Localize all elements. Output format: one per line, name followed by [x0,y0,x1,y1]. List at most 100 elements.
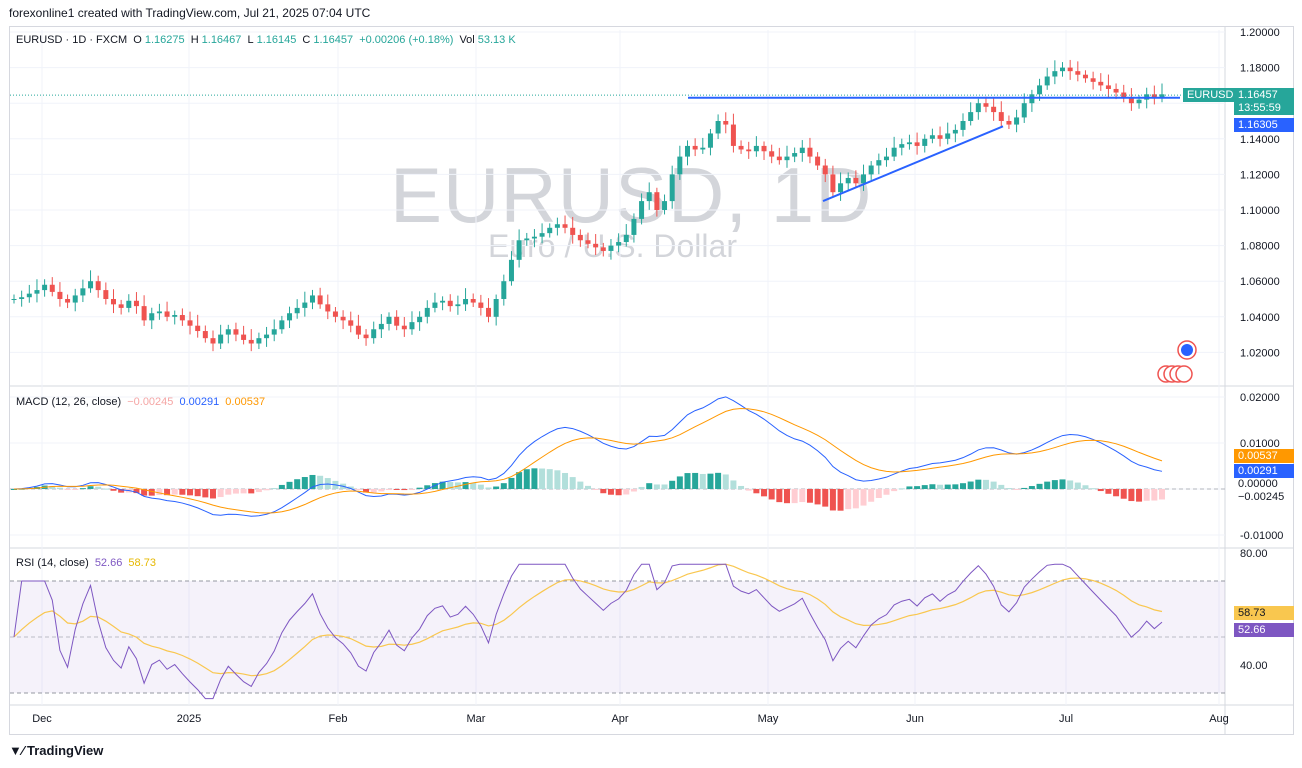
macd-histogram-bar [600,489,607,494]
candle-body [769,151,775,157]
macd-histogram-bar [294,479,301,489]
macd-zero-tag: 0.00000 [1238,478,1278,490]
candle-body [210,338,216,344]
rsi-line [13,563,1163,700]
candle-body [524,238,530,241]
candle-body [975,103,981,113]
candle-body [861,174,867,184]
time-tick-label: Aug [1209,713,1229,725]
macd-signal-value: 0.00537 [225,396,266,408]
macd-histogram-bar [776,489,783,503]
candle-body [256,338,262,344]
macd-histogram-bar [1059,479,1066,489]
candle-body [302,302,308,308]
macd-histogram-bar [615,489,622,496]
candle-body [1082,74,1088,79]
macd-histogram-bar [477,484,484,489]
candle-body [65,299,71,303]
price-tick-label: 1.04000 [1240,312,1280,324]
macd-histogram-bar [661,484,668,489]
macd-histogram-bar [72,489,79,490]
macd-histogram-bar [806,489,813,503]
candle-body [57,291,63,299]
candle-body [593,243,599,248]
candle-body [317,295,323,305]
macd-histogram-bar [960,483,967,489]
candle-body [118,304,124,308]
candle-body [233,329,239,335]
legend-low-label: L [247,34,254,46]
candle-body [1090,78,1096,82]
candle-body [34,290,40,294]
macd-histogram-bar [1082,485,1089,489]
candle-body [684,145,690,157]
candle-body [95,281,101,291]
candle-body [26,293,32,298]
candle-body [447,300,453,307]
macd-histogram-bar [447,482,454,489]
macd-line-tag: 0.00291 [1234,464,1294,478]
macd-histogram-bar [148,489,155,496]
macd-histogram-bar [883,489,890,495]
macd-histogram-bar [424,485,431,489]
macd-histogram-bar [118,489,125,493]
chart-frame[interactable] [9,26,1294,735]
candle-body [248,339,254,344]
candle-body [508,259,514,282]
candle-body [19,297,25,299]
macd-histogram-bar [171,489,178,495]
macd-histogram-bar [1120,489,1127,499]
candle-body [11,299,17,300]
macd-histogram-bar [906,486,913,489]
candle-body [853,177,859,184]
macd-histogram-bar [998,484,1005,489]
macd-histogram-bar [386,489,393,490]
candle-body [807,147,813,157]
candle-body [646,192,652,202]
candle-body [49,284,55,292]
macd-histogram-bar [539,468,546,489]
candle-body [440,300,446,303]
macd-histogram-bar [179,489,186,495]
candle-body [287,313,293,321]
macd-histogram-bar [653,484,660,489]
macd-histogram-bar [577,481,584,489]
macd-histogram-bar [49,486,56,489]
candle-body [876,160,882,166]
candle-body [707,133,713,148]
macd-histogram-bar [638,486,645,489]
candle-body [264,334,270,339]
time-tick-label: May [758,713,779,725]
candle-body [156,311,162,314]
macd-histogram-bar [875,489,882,498]
candle-body [470,299,476,303]
macd-histogram-bar [500,483,507,489]
macd-histogram-bar [1051,480,1058,489]
macd-histogram-bar [837,489,844,511]
candle-body [294,307,300,314]
macd-histogram-bar [768,489,775,500]
candle-body [80,288,86,296]
rsi-ma-tag: 58.73 [1234,606,1294,620]
macd-histogram-bar [370,489,377,493]
candle-body [952,129,958,134]
symbol-tag: EURUSD [1183,88,1238,102]
macd-histogram-bar [952,484,959,489]
macd-histogram-bar [1074,482,1081,489]
candle-body [1014,117,1020,125]
macd-histogram-bar [967,481,974,489]
candle-body [149,313,155,321]
macd-histogram-bar [860,489,867,506]
macd-title: MACD (12, 26, close) [16,396,122,408]
legend-high: 1.16467 [201,34,242,46]
tradingview-footer[interactable]: ▼⁄ TradingView [9,743,103,758]
candle-body [792,153,798,157]
macd-histogram-bar [1128,489,1135,502]
price-tick-label: 1.10000 [1240,205,1280,217]
macd-histogram-bar [852,489,859,509]
candle-body [761,145,767,152]
candle-body [378,323,384,330]
macd-signal-line [13,408,1163,514]
rsi-tick-label: 40.00 [1240,660,1268,672]
